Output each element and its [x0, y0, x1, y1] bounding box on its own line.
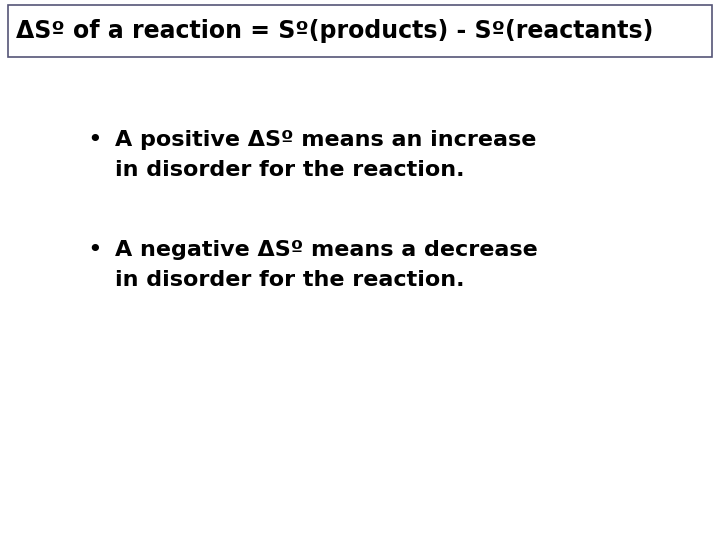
Text: ΔSº of a reaction = Sº(products) - Sº(reactants): ΔSº of a reaction = Sº(products) - Sº(re… [16, 19, 653, 43]
Text: •: • [88, 238, 102, 262]
Text: in disorder for the reaction.: in disorder for the reaction. [115, 270, 464, 290]
Text: A positive ΔSº means an increase: A positive ΔSº means an increase [115, 130, 536, 150]
FancyBboxPatch shape [8, 5, 712, 57]
Text: •: • [88, 128, 102, 152]
Text: in disorder for the reaction.: in disorder for the reaction. [115, 160, 464, 180]
Text: A negative ΔSº means a decrease: A negative ΔSº means a decrease [115, 240, 538, 260]
